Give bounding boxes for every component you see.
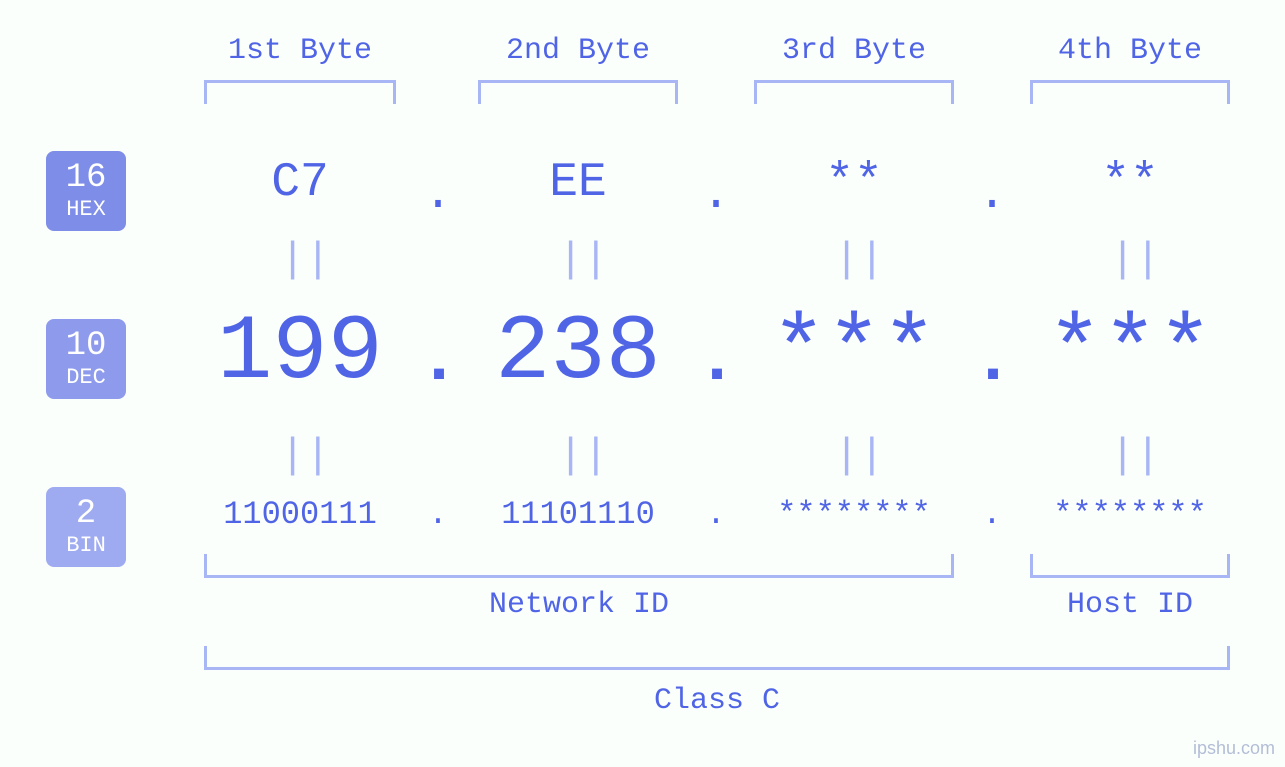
eq-icon: || bbox=[280, 432, 320, 480]
dec-byte-2: 238 bbox=[458, 300, 698, 405]
eq-icon: || bbox=[558, 432, 598, 480]
bin-byte-3: ******** bbox=[734, 496, 974, 533]
base-badge-bin-num: 2 bbox=[76, 497, 96, 531]
base-badge-hex: 16 HEX bbox=[46, 151, 126, 231]
base-badge-hex-num: 16 bbox=[66, 161, 107, 195]
bin-dot-3: . bbox=[972, 496, 1012, 533]
byte-bracket-3 bbox=[754, 80, 954, 104]
dec-dot-1: . bbox=[418, 322, 458, 401]
hex-byte-2: EE bbox=[478, 156, 678, 210]
hex-byte-4: ** bbox=[1030, 156, 1230, 210]
dec-byte-4: *** bbox=[1010, 300, 1250, 405]
hex-dot-1: . bbox=[418, 168, 458, 222]
byte-label-3: 3rd Byte bbox=[754, 34, 954, 68]
byte-label-2: 2nd Byte bbox=[478, 34, 678, 68]
base-badge-bin-txt: BIN bbox=[66, 535, 106, 557]
hex-byte-3: ** bbox=[754, 156, 954, 210]
ip-address-diagram: 1st Byte 2nd Byte 3rd Byte 4th Byte 16 H… bbox=[0, 0, 1285, 767]
hex-byte-1: C7 bbox=[200, 156, 400, 210]
bin-dot-1: . bbox=[418, 496, 458, 533]
byte-label-1: 1st Byte bbox=[200, 34, 400, 68]
byte-bracket-4 bbox=[1030, 80, 1230, 104]
base-badge-dec-txt: DEC bbox=[66, 367, 106, 389]
eq-icon: || bbox=[558, 236, 598, 284]
bin-byte-4: ******** bbox=[1010, 496, 1250, 533]
bin-byte-1: 11000111 bbox=[180, 496, 420, 533]
bin-byte-2: 11101110 bbox=[458, 496, 698, 533]
bin-dot-2: . bbox=[696, 496, 736, 533]
byte-bracket-2 bbox=[478, 80, 678, 104]
dec-byte-1: 199 bbox=[180, 300, 420, 405]
base-badge-dec-num: 10 bbox=[66, 329, 107, 363]
network-id-label: Network ID bbox=[479, 588, 679, 622]
byte-bracket-1 bbox=[204, 80, 396, 104]
base-badge-hex-txt: HEX bbox=[66, 199, 106, 221]
hex-dot-2: . bbox=[696, 168, 736, 222]
byte-label-4: 4th Byte bbox=[1030, 34, 1230, 68]
eq-icon: || bbox=[834, 236, 874, 284]
base-badge-bin: 2 BIN bbox=[46, 487, 126, 567]
base-badge-dec: 10 DEC bbox=[46, 319, 126, 399]
eq-icon: || bbox=[1110, 432, 1150, 480]
dec-byte-3: *** bbox=[734, 300, 974, 405]
eq-icon: || bbox=[834, 432, 874, 480]
host-id-label: Host ID bbox=[1030, 588, 1230, 622]
dec-dot-2: . bbox=[696, 322, 736, 401]
host-id-bracket bbox=[1030, 554, 1230, 578]
network-id-bracket bbox=[204, 554, 954, 578]
eq-icon: || bbox=[280, 236, 320, 284]
hex-dot-3: . bbox=[972, 168, 1012, 222]
eq-icon: || bbox=[1110, 236, 1150, 284]
watermark: ipshu.com bbox=[1193, 738, 1275, 759]
class-label: Class C bbox=[617, 684, 817, 718]
class-bracket bbox=[204, 646, 1230, 670]
dec-dot-3: . bbox=[972, 322, 1012, 401]
